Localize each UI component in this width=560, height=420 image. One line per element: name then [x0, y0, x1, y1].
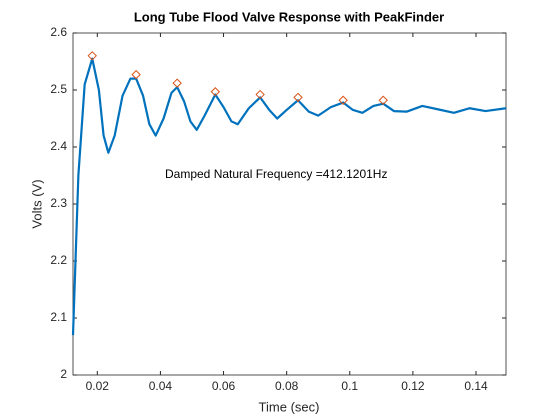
y-tick-label: 2.5 — [50, 82, 67, 96]
x-tick-label: 0.02 — [86, 379, 110, 393]
x-tick-label: 0.1 — [341, 379, 358, 393]
data-line — [71, 57, 507, 336]
peak-marker — [87, 51, 97, 61]
x-tick-label: 0.08 — [275, 379, 299, 393]
peak-marker — [378, 95, 388, 105]
peak-marker — [172, 78, 182, 88]
x-axis-label: Time (sec) — [259, 399, 320, 414]
x-tick-label: 0.12 — [401, 379, 425, 393]
y-tick-label: 2.3 — [50, 196, 67, 210]
y-tick-label: 2.2 — [50, 253, 67, 267]
y-axis-label: Volts (V) — [29, 179, 44, 228]
y-tick-label: 2.6 — [50, 25, 67, 39]
y-tick-label: 2.1 — [50, 310, 67, 324]
peak-marker — [131, 69, 141, 80]
peak-marker — [255, 89, 265, 100]
y-tick-label: 2.4 — [50, 139, 67, 153]
peak-marker — [293, 92, 303, 103]
x-tick-label: 0.04 — [149, 379, 173, 393]
y-tick-label: 2 — [60, 367, 67, 381]
peak-marker — [338, 95, 348, 105]
chart-title: Long Tube Flood Valve Response with Peak… — [134, 9, 444, 24]
annotation: Damped Natural Frequency =412.1201Hz — [165, 167, 387, 181]
plot-box — [72, 32, 507, 376]
peak-marker — [210, 87, 221, 97]
x-tick-label: 0.06 — [212, 379, 236, 393]
x-tick-label: 0.14 — [464, 379, 488, 393]
